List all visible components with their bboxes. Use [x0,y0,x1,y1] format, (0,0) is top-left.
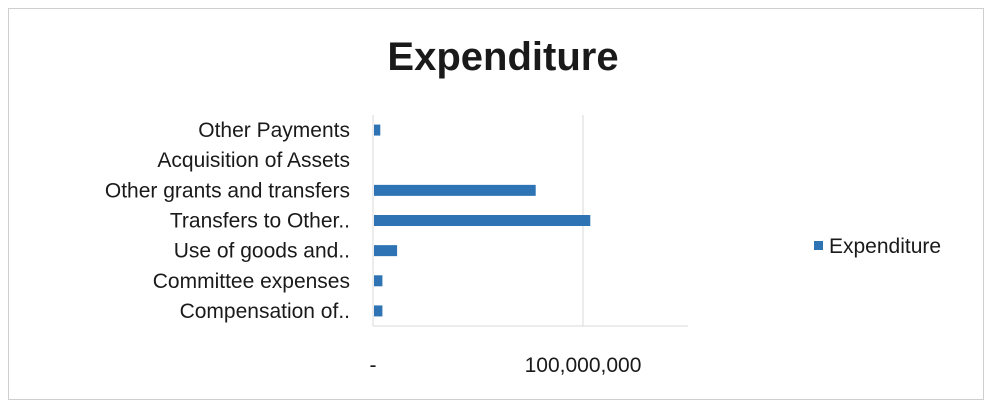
bar-layer [374,124,591,317]
category-label-3: Transfers to Other.. [170,210,350,233]
bar-6 [374,305,383,317]
x-tick-label-0: - [370,354,377,377]
bar-2 [374,184,536,196]
category-label-0: Other Payments [198,119,350,142]
bar-3 [374,215,591,226]
category-label-5: Committee expenses [153,270,350,293]
category-label-1: Acquisition of Assets [157,149,350,172]
category-label-2: Other grants and transfers [105,179,350,202]
x-axis-ticks: - 100,000,000 [370,354,642,377]
x-tick-label-1: 100,000,000 [525,354,642,377]
category-label-4: Use of goods and.. [174,240,350,263]
bar-4 [374,245,398,257]
bar-0 [374,124,381,136]
category-labels: Other Payments Acquisition of Assets Other… [105,119,350,323]
chart-title: Expenditure [387,35,618,79]
legend: Expenditure [814,235,941,258]
category-label-6: Compensation of.. [180,300,350,323]
legend-swatch [814,241,823,250]
chart-frame [8,8,984,400]
legend-label: Expenditure [829,235,941,258]
bar-5 [374,275,383,287]
